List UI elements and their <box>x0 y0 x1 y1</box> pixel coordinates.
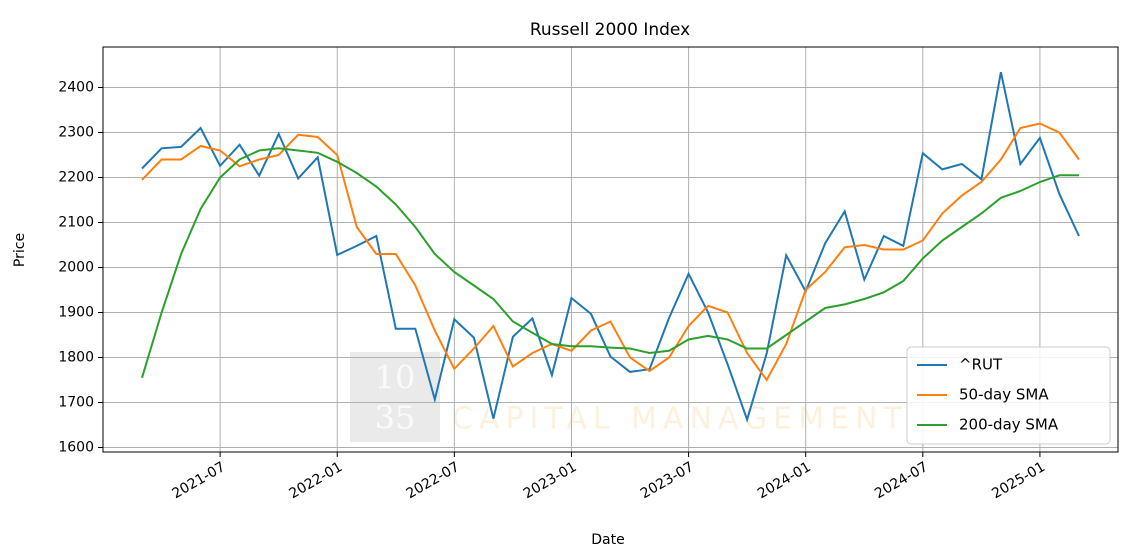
plot-frame <box>102 46 1119 453</box>
x-tick-label: 2023-01 <box>521 459 580 502</box>
line-series <box>141 71 1080 423</box>
y-tick-label: 2200 <box>58 170 94 186</box>
y-tick-label: 1800 <box>58 350 94 366</box>
x-tick-label: 2021-07 <box>169 459 228 502</box>
x-tick-label: 2025-01 <box>989 459 1048 502</box>
y-tick-label: 2000 <box>58 260 94 276</box>
x-tick-label: 2022-07 <box>404 459 463 502</box>
chart-title: Russell 2000 Index <box>530 20 690 40</box>
watermark-logo-text: 10 <box>375 359 416 397</box>
x-tick-label: 2024-01 <box>755 459 814 502</box>
y-axis-label: Price <box>12 233 28 267</box>
legend-label: ^RUT <box>959 356 1003 374</box>
watermark-text: CAPITAL MANAGEMENT <box>452 402 908 437</box>
y-tick-label: 2400 <box>58 80 94 96</box>
x-axis-label: Date <box>591 532 624 548</box>
legend-label: 200-day SMA <box>959 416 1059 434</box>
line-series <box>141 147 1079 379</box>
y-tick-label: 2100 <box>58 215 94 231</box>
y-tick-label: 1700 <box>58 395 94 411</box>
x-tick-label: 2024-07 <box>872 459 931 502</box>
legend-label: 50-day SMA <box>959 386 1049 404</box>
x-tick-label: 2023-07 <box>638 459 697 502</box>
x-tick-label: 2022-01 <box>287 459 346 502</box>
line-series <box>141 122 1080 382</box>
watermark-logo-text: 35 <box>375 399 416 437</box>
legend-box <box>906 346 1111 445</box>
y-tick-label: 2300 <box>58 125 94 141</box>
y-tick-label: 1900 <box>58 305 94 321</box>
y-tick-label: 1600 <box>58 440 94 456</box>
